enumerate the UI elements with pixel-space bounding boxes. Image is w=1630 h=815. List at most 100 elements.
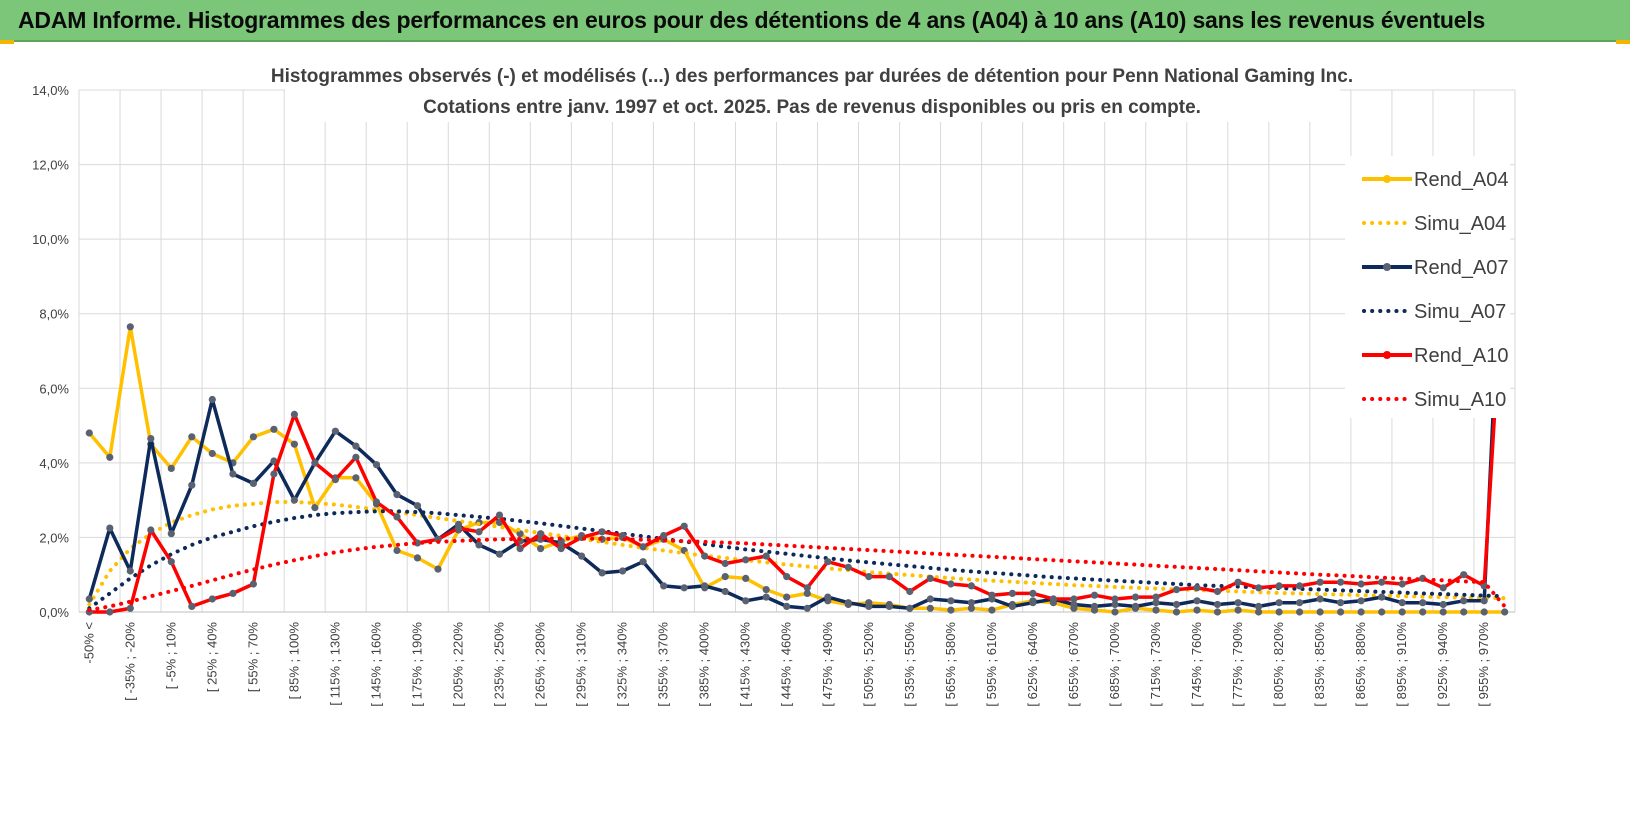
data-point-rend-a10 <box>1439 584 1447 592</box>
data-point-rend-a07 <box>885 602 893 611</box>
data-point-rend-a07 <box>1460 597 1468 605</box>
data-point-rend-a07 <box>906 604 914 612</box>
data-point-rend-a10 <box>1460 571 1468 579</box>
data-point-rend-a10 <box>1070 595 1078 603</box>
data-point-rend-a10 <box>885 573 893 581</box>
legend-label-rend-a04: Rend_A04 <box>1414 169 1509 191</box>
data-point-rend-a07 <box>188 481 196 489</box>
y-tick-label: 12,0% <box>32 158 69 173</box>
data-point-rend-a07 <box>1296 599 1304 607</box>
data-point-rend-a10 <box>926 574 934 583</box>
x-tick-label: [ 505% ; 520% <box>861 622 876 707</box>
data-point-rend-a07 <box>290 496 298 504</box>
x-tick-label: [ 775% ; 790% <box>1230 622 1245 707</box>
series-line-simu-a10 <box>87 536 1507 613</box>
data-point-rend-a07 <box>331 427 339 435</box>
data-point-rend-a04 <box>1296 608 1304 616</box>
data-point-rend-a10 <box>1275 582 1283 590</box>
data-point-rend-a07 <box>742 597 750 605</box>
series-line-simu-a04 <box>87 500 1507 607</box>
data-point-rend-a07 <box>495 550 504 558</box>
data-point-rend-a07 <box>865 602 873 611</box>
data-point-rend-a07 <box>475 541 483 549</box>
data-point-rend-a04 <box>167 464 175 472</box>
data-point-rend-a04 <box>967 604 976 612</box>
data-point-rend-a07 <box>1029 599 1037 607</box>
series-line-rend-a07 <box>87 168 1507 611</box>
data-point-rend-a10 <box>311 459 319 467</box>
x-tick-label: -50% < <box>81 622 96 664</box>
data-point-rend-a10 <box>701 552 709 560</box>
x-tick-label: [ 865% ; 880% <box>1353 622 1368 707</box>
data-point-rend-a04 <box>1316 608 1324 616</box>
data-point-rend-a10 <box>1049 595 1057 603</box>
data-point-rend-a10 <box>331 476 339 484</box>
data-point-rend-a10 <box>1152 593 1160 601</box>
data-point-rend-a10 <box>393 513 401 521</box>
data-point-rend-a10 <box>229 589 237 598</box>
data-point-rend-a10 <box>372 498 381 506</box>
banner-accent-left <box>0 40 14 44</box>
data-point-rend-a10 <box>413 539 422 547</box>
y-tick-label: 14,0% <box>32 83 69 98</box>
y-tick-label: 6,0% <box>39 381 69 396</box>
data-point-rend-a07 <box>208 395 216 404</box>
data-point-rend-a07 <box>1398 599 1406 607</box>
data-point-rend-a07 <box>413 502 422 510</box>
data-point-rend-a10 <box>557 545 565 553</box>
x-tick-label: [ 625% ; 640% <box>1025 622 1040 707</box>
x-tick-label: [ 565% ; 580% <box>943 622 958 707</box>
data-point-rend-a10 <box>290 410 298 418</box>
x-tick-label: [ 355% ; 370% <box>656 622 671 707</box>
y-tick-label: 8,0% <box>39 307 69 322</box>
data-point-rend-a04 <box>783 593 791 601</box>
data-point-rend-a04 <box>1501 608 1509 616</box>
data-point-rend-a04 <box>1357 608 1365 616</box>
data-point-rend-a10 <box>1008 589 1017 598</box>
data-point-rend-a07 <box>619 567 627 575</box>
y-tick-label: 4,0% <box>39 456 69 471</box>
data-point-rend-a10 <box>1029 589 1037 598</box>
data-point-rend-a10 <box>1296 582 1304 590</box>
data-point-rend-a07 <box>167 530 175 538</box>
y-tick-label: 2,0% <box>39 530 69 545</box>
data-point-rend-a04 <box>1255 608 1263 616</box>
data-point-rend-a04 <box>1337 608 1345 616</box>
data-point-rend-a04 <box>1234 606 1242 614</box>
data-point-rend-a04 <box>1398 608 1406 616</box>
data-point-rend-a10 <box>249 580 257 588</box>
legend-marker-rend-a04 <box>1383 175 1391 183</box>
data-point-rend-a10 <box>844 563 852 571</box>
data-point-rend-a04 <box>947 606 955 614</box>
data-point-rend-a04 <box>270 425 278 433</box>
x-tick-label: [ 415% ; 430% <box>738 622 753 707</box>
data-point-rend-a04 <box>1152 606 1160 614</box>
data-point-rend-a10 <box>1255 584 1263 592</box>
data-point-rend-a07 <box>1419 599 1427 607</box>
data-point-rend-a10 <box>1131 593 1140 601</box>
series-line-rend-a10 <box>89 246 1507 614</box>
data-point-rend-a10 <box>660 532 668 540</box>
x-tick-label: [ 325% ; 340% <box>615 622 630 707</box>
data-point-rend-a10 <box>126 604 134 612</box>
data-point-rend-a07 <box>967 599 976 607</box>
chart-title-line1: Histogrammes observés (-) et modélisés (… <box>271 66 1353 87</box>
data-point-rend-a07 <box>824 593 832 601</box>
data-point-rend-a04 <box>413 554 422 562</box>
y-tick-label: 0,0% <box>39 605 69 620</box>
legend-label-rend-a07: Rend_A07 <box>1414 257 1509 279</box>
histogram-chart: 0,0% 2,0% 4,0% 6,0% 8,0% 10,0% 12,0% 14,0% -50%… <box>0 44 1630 815</box>
data-point-rend-a04 <box>1439 608 1447 616</box>
data-point-rend-a10 <box>906 587 914 596</box>
banner-accent-right <box>1616 40 1630 44</box>
x-tick-label: [ 535% ; 550% <box>902 622 917 707</box>
x-tick-label: [ 595% ; 610% <box>984 622 999 707</box>
chart-title-background <box>285 58 1340 122</box>
x-tick-label: [ 925% ; 940% <box>1435 622 1450 707</box>
data-point-rend-a07 <box>1255 602 1263 611</box>
legend-label-simu-a10: Simu_A10 <box>1414 389 1506 411</box>
data-point-rend-a07 <box>249 479 257 487</box>
x-tick-label: [ 145% ; 160% <box>368 622 383 707</box>
data-point-rend-a04 <box>1480 608 1488 616</box>
data-point-rend-a04 <box>762 586 770 594</box>
